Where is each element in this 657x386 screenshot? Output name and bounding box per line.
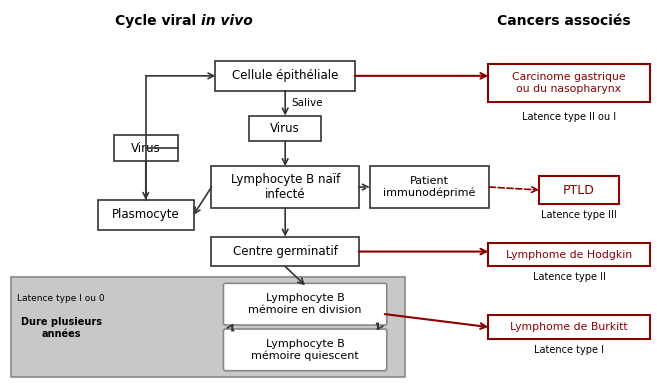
Bar bbox=[215, 61, 355, 91]
Bar bbox=[488, 64, 650, 102]
Text: PTLD: PTLD bbox=[563, 183, 595, 196]
Bar bbox=[488, 315, 650, 339]
Text: Cancers associés: Cancers associés bbox=[497, 14, 631, 28]
Text: Latence type II: Latence type II bbox=[533, 273, 605, 283]
FancyBboxPatch shape bbox=[223, 283, 387, 325]
Text: Latence type I: Latence type I bbox=[534, 345, 604, 355]
Text: Carcinome gastrique
ou du nasopharynx: Carcinome gastrique ou du nasopharynx bbox=[512, 72, 625, 93]
Bar bbox=[539, 176, 619, 204]
Text: Dure plusieurs
années: Dure plusieurs années bbox=[20, 317, 102, 339]
Text: Virus: Virus bbox=[131, 142, 161, 155]
Text: Virus: Virus bbox=[270, 122, 300, 135]
Text: Plasmocyte: Plasmocyte bbox=[112, 208, 179, 221]
Text: Latence type III: Latence type III bbox=[541, 210, 617, 220]
Text: Lymphocyte B
mémoire en division: Lymphocyte B mémoire en division bbox=[248, 293, 362, 315]
Text: Patient
immunodéprimé: Patient immunodéprimé bbox=[384, 176, 476, 198]
FancyBboxPatch shape bbox=[223, 329, 387, 371]
Text: Cellule épithéliale: Cellule épithéliale bbox=[232, 69, 338, 82]
Text: Cycle viral: Cycle viral bbox=[114, 14, 200, 28]
Bar bbox=[250, 115, 321, 141]
Bar bbox=[488, 243, 650, 266]
Text: Lymphome de Burkitt: Lymphome de Burkitt bbox=[510, 322, 628, 332]
Bar bbox=[11, 278, 405, 377]
Bar bbox=[212, 237, 359, 266]
Text: Lymphocyte B
mémoire quiescent: Lymphocyte B mémoire quiescent bbox=[251, 339, 359, 361]
Bar bbox=[114, 135, 177, 161]
Text: in vivo: in vivo bbox=[200, 14, 252, 28]
Text: Lymphome de Hodgkin: Lymphome de Hodgkin bbox=[506, 250, 632, 259]
Text: Centre germinatif: Centre germinatif bbox=[233, 245, 338, 258]
Text: Latence type II ou I: Latence type II ou I bbox=[522, 112, 616, 122]
Bar bbox=[98, 200, 194, 230]
Bar bbox=[370, 166, 489, 208]
Text: Salive: Salive bbox=[291, 98, 323, 108]
Text: Latence type I ou 0: Latence type I ou 0 bbox=[17, 294, 105, 303]
Text: Lymphocyte B naïf
infecté: Lymphocyte B naïf infecté bbox=[231, 173, 340, 201]
Bar bbox=[212, 166, 359, 208]
